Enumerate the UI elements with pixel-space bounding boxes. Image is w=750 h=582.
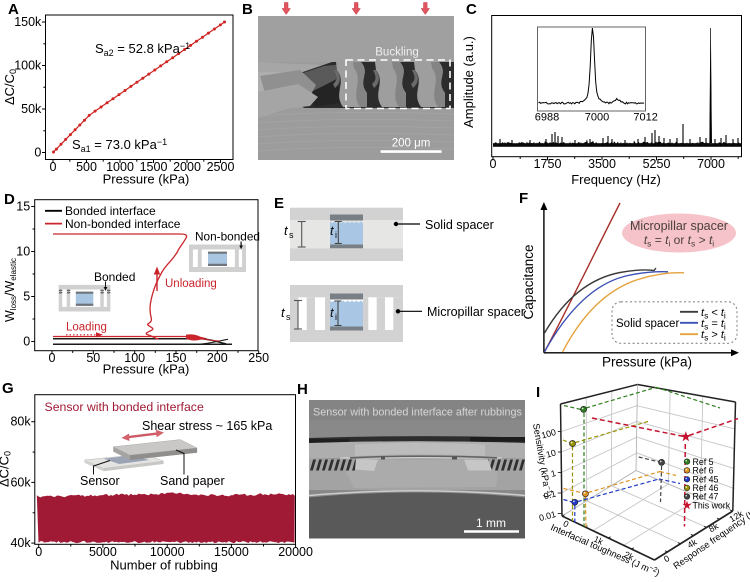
- svg-text:2500: 2500: [207, 160, 235, 174]
- svg-text:0.1: 0.1: [543, 488, 558, 501]
- svg-text:i: i: [335, 230, 337, 240]
- svg-text:Amplitude (a.u.): Amplitude (a.u.): [461, 36, 476, 128]
- svg-text:1 mm: 1 mm: [476, 516, 506, 530]
- svg-text:Micropillar spacer: Micropillar spacer: [427, 305, 525, 319]
- svg-text:1: 1: [550, 468, 557, 479]
- svg-text:t: t: [284, 223, 289, 238]
- svg-text:Micropillar spacer: Micropillar spacer: [630, 219, 728, 233]
- svg-text:60k: 60k: [10, 475, 31, 489]
- svg-text:5: 5: [23, 290, 30, 304]
- svg-text:H: H: [297, 381, 308, 398]
- svg-text:Solid spacer: Solid spacer: [425, 218, 494, 232]
- svg-text:Ref 5: Ref 5: [693, 457, 714, 467]
- svg-text:100: 100: [124, 351, 145, 365]
- svg-text:C: C: [466, 1, 477, 18]
- svg-text:10000: 10000: [150, 545, 185, 559]
- svg-text:6988: 6988: [535, 112, 559, 124]
- svg-text:t: t: [281, 305, 286, 320]
- svg-text:200 μm: 200 μm: [392, 138, 431, 150]
- svg-text:Pressure (kPa): Pressure (kPa): [103, 172, 190, 187]
- svg-text:0: 0: [49, 351, 56, 365]
- svg-text:40k: 40k: [10, 536, 31, 550]
- svg-text:Non-bonded interface: Non-bonded interface: [65, 217, 181, 231]
- svg-text:ΔC/C0: ΔC/C0: [0, 451, 13, 487]
- svg-text:Sand paper: Sand paper: [160, 474, 225, 488]
- svg-text:Bonded interface: Bonded interface: [65, 204, 156, 218]
- svg-text:i: i: [335, 312, 337, 322]
- svg-text:100: 100: [540, 427, 557, 440]
- svg-text:0: 0: [23, 335, 30, 349]
- svg-text:0: 0: [662, 553, 671, 564]
- svg-text:10: 10: [16, 245, 30, 259]
- svg-text:2000: 2000: [173, 160, 201, 174]
- svg-text:Loading: Loading: [66, 322, 107, 334]
- svg-text:Capacitance: Capacitance: [521, 244, 536, 319]
- svg-text:50: 50: [86, 351, 100, 365]
- svg-text:Non-bonded: Non-bonded: [195, 230, 260, 244]
- svg-text:ΔC/C0: ΔC/C0: [2, 69, 18, 105]
- svg-text:Ref 46: Ref 46: [693, 483, 719, 493]
- svg-text:250: 250: [248, 351, 269, 365]
- svg-text:0: 0: [490, 157, 497, 171]
- svg-text:Sensor with bonded interface: Sensor with bonded interface: [45, 400, 204, 414]
- svg-text:1750: 1750: [534, 157, 562, 171]
- svg-text:I: I: [536, 384, 540, 401]
- svg-text:0: 0: [35, 545, 42, 559]
- svg-text:15000: 15000: [214, 545, 249, 559]
- svg-text:5250: 5250: [643, 157, 671, 171]
- svg-text:150: 150: [166, 351, 187, 365]
- svg-text:Sa2 = 52.8 kPa−1: Sa2 = 52.8 kPa−1: [95, 41, 190, 58]
- svg-text:7000: 7000: [585, 112, 609, 124]
- svg-text:ts = ti: ts = ti: [701, 318, 726, 332]
- svg-text:500: 500: [76, 160, 97, 174]
- svg-text:Ref 47: Ref 47: [693, 492, 719, 502]
- svg-text:E: E: [274, 195, 284, 212]
- svg-text:t: t: [330, 305, 335, 320]
- svg-text:50k: 50k: [21, 102, 42, 116]
- svg-text:10: 10: [545, 447, 557, 459]
- svg-text:D: D: [4, 191, 15, 208]
- svg-text:0: 0: [50, 160, 57, 174]
- svg-text:Ref 6: Ref 6: [693, 466, 714, 476]
- svg-text:7000: 7000: [697, 157, 725, 171]
- svg-text:Shear stress ~ 165 kPa: Shear stress ~ 165 kPa: [142, 419, 272, 433]
- svg-text:80k: 80k: [10, 415, 31, 429]
- svg-text:Ref 45: Ref 45: [693, 475, 719, 485]
- svg-text:This work: This work: [693, 501, 731, 511]
- svg-text:0.01: 0.01: [538, 509, 557, 523]
- svg-text:Pressure (kPa): Pressure (kPa): [602, 355, 692, 370]
- svg-text:7012: 7012: [633, 112, 657, 124]
- svg-text:Frequency (Hz): Frequency (Hz): [571, 172, 661, 187]
- svg-text:F: F: [519, 190, 528, 207]
- svg-text:0: 0: [562, 518, 571, 529]
- svg-text:15: 15: [16, 200, 30, 214]
- svg-text:Unloading: Unloading: [165, 278, 217, 290]
- svg-text:Pressure (kPa): Pressure (kPa): [103, 362, 190, 377]
- svg-text:ts = ti or ts > ti: ts = ti or ts > ti: [644, 233, 714, 249]
- svg-text:Sensor with bonded interface a: Sensor with bonded interface after rubbi…: [313, 407, 522, 419]
- svg-text:G: G: [2, 380, 14, 397]
- svg-text:s: s: [286, 312, 291, 322]
- svg-text:ts < ti: ts < ti: [701, 307, 726, 321]
- svg-text:100k: 100k: [14, 59, 42, 73]
- svg-text:ts > ti: ts > ti: [701, 329, 726, 343]
- svg-text:5000: 5000: [89, 545, 117, 559]
- svg-text:Sa1 = 73.0 kPa−1: Sa1 = 73.0 kPa−1: [72, 137, 167, 154]
- svg-text:Number of rubbing: Number of rubbing: [110, 558, 218, 573]
- svg-text:1000: 1000: [106, 160, 134, 174]
- svg-text:s: s: [289, 230, 294, 240]
- svg-text:0: 0: [34, 146, 41, 160]
- svg-text:A: A: [8, 1, 19, 18]
- svg-text:150k: 150k: [14, 15, 42, 29]
- svg-text:3500: 3500: [588, 157, 616, 171]
- svg-text:Solid spacer: Solid spacer: [616, 318, 679, 330]
- svg-text:20000: 20000: [278, 545, 313, 559]
- svg-text:Buckling: Buckling: [375, 47, 418, 59]
- svg-text:B: B: [242, 1, 253, 18]
- svg-text:Sensor: Sensor: [80, 474, 120, 488]
- svg-text:Bonded: Bonded: [94, 270, 135, 284]
- svg-text:1500: 1500: [140, 160, 168, 174]
- svg-text:200: 200: [207, 351, 228, 365]
- svg-text:t: t: [330, 223, 335, 238]
